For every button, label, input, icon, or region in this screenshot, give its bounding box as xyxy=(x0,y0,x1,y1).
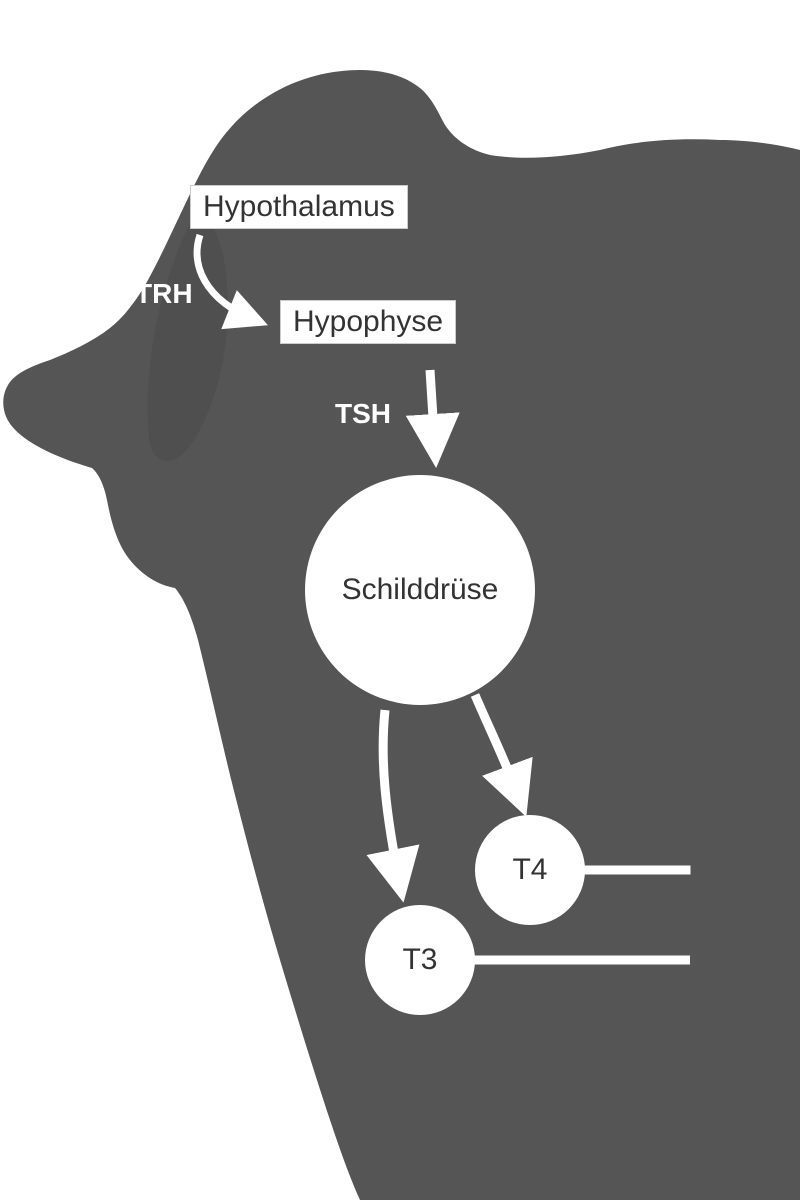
label-t3: T3 xyxy=(402,943,437,977)
label-t4: T4 xyxy=(512,853,547,887)
label-trh: TRH xyxy=(135,278,193,310)
label-hypophyse: Hypophyse xyxy=(293,305,443,338)
box-hypophyse: Hypophyse xyxy=(280,300,456,344)
label-hypothalamus: Hypothalamus xyxy=(203,190,395,223)
circle-t3: T3 xyxy=(365,905,475,1015)
diagram-canvas: Hypothalamus Hypophyse TRH TSH Schilddrü… xyxy=(0,0,800,1200)
circle-t4: T4 xyxy=(475,815,585,925)
box-hypothalamus: Hypothalamus xyxy=(190,185,408,229)
label-tsh: TSH xyxy=(335,398,391,430)
circle-thyroid: Schilddrüse xyxy=(305,475,535,705)
label-thyroid: Schilddrüse xyxy=(342,573,499,607)
